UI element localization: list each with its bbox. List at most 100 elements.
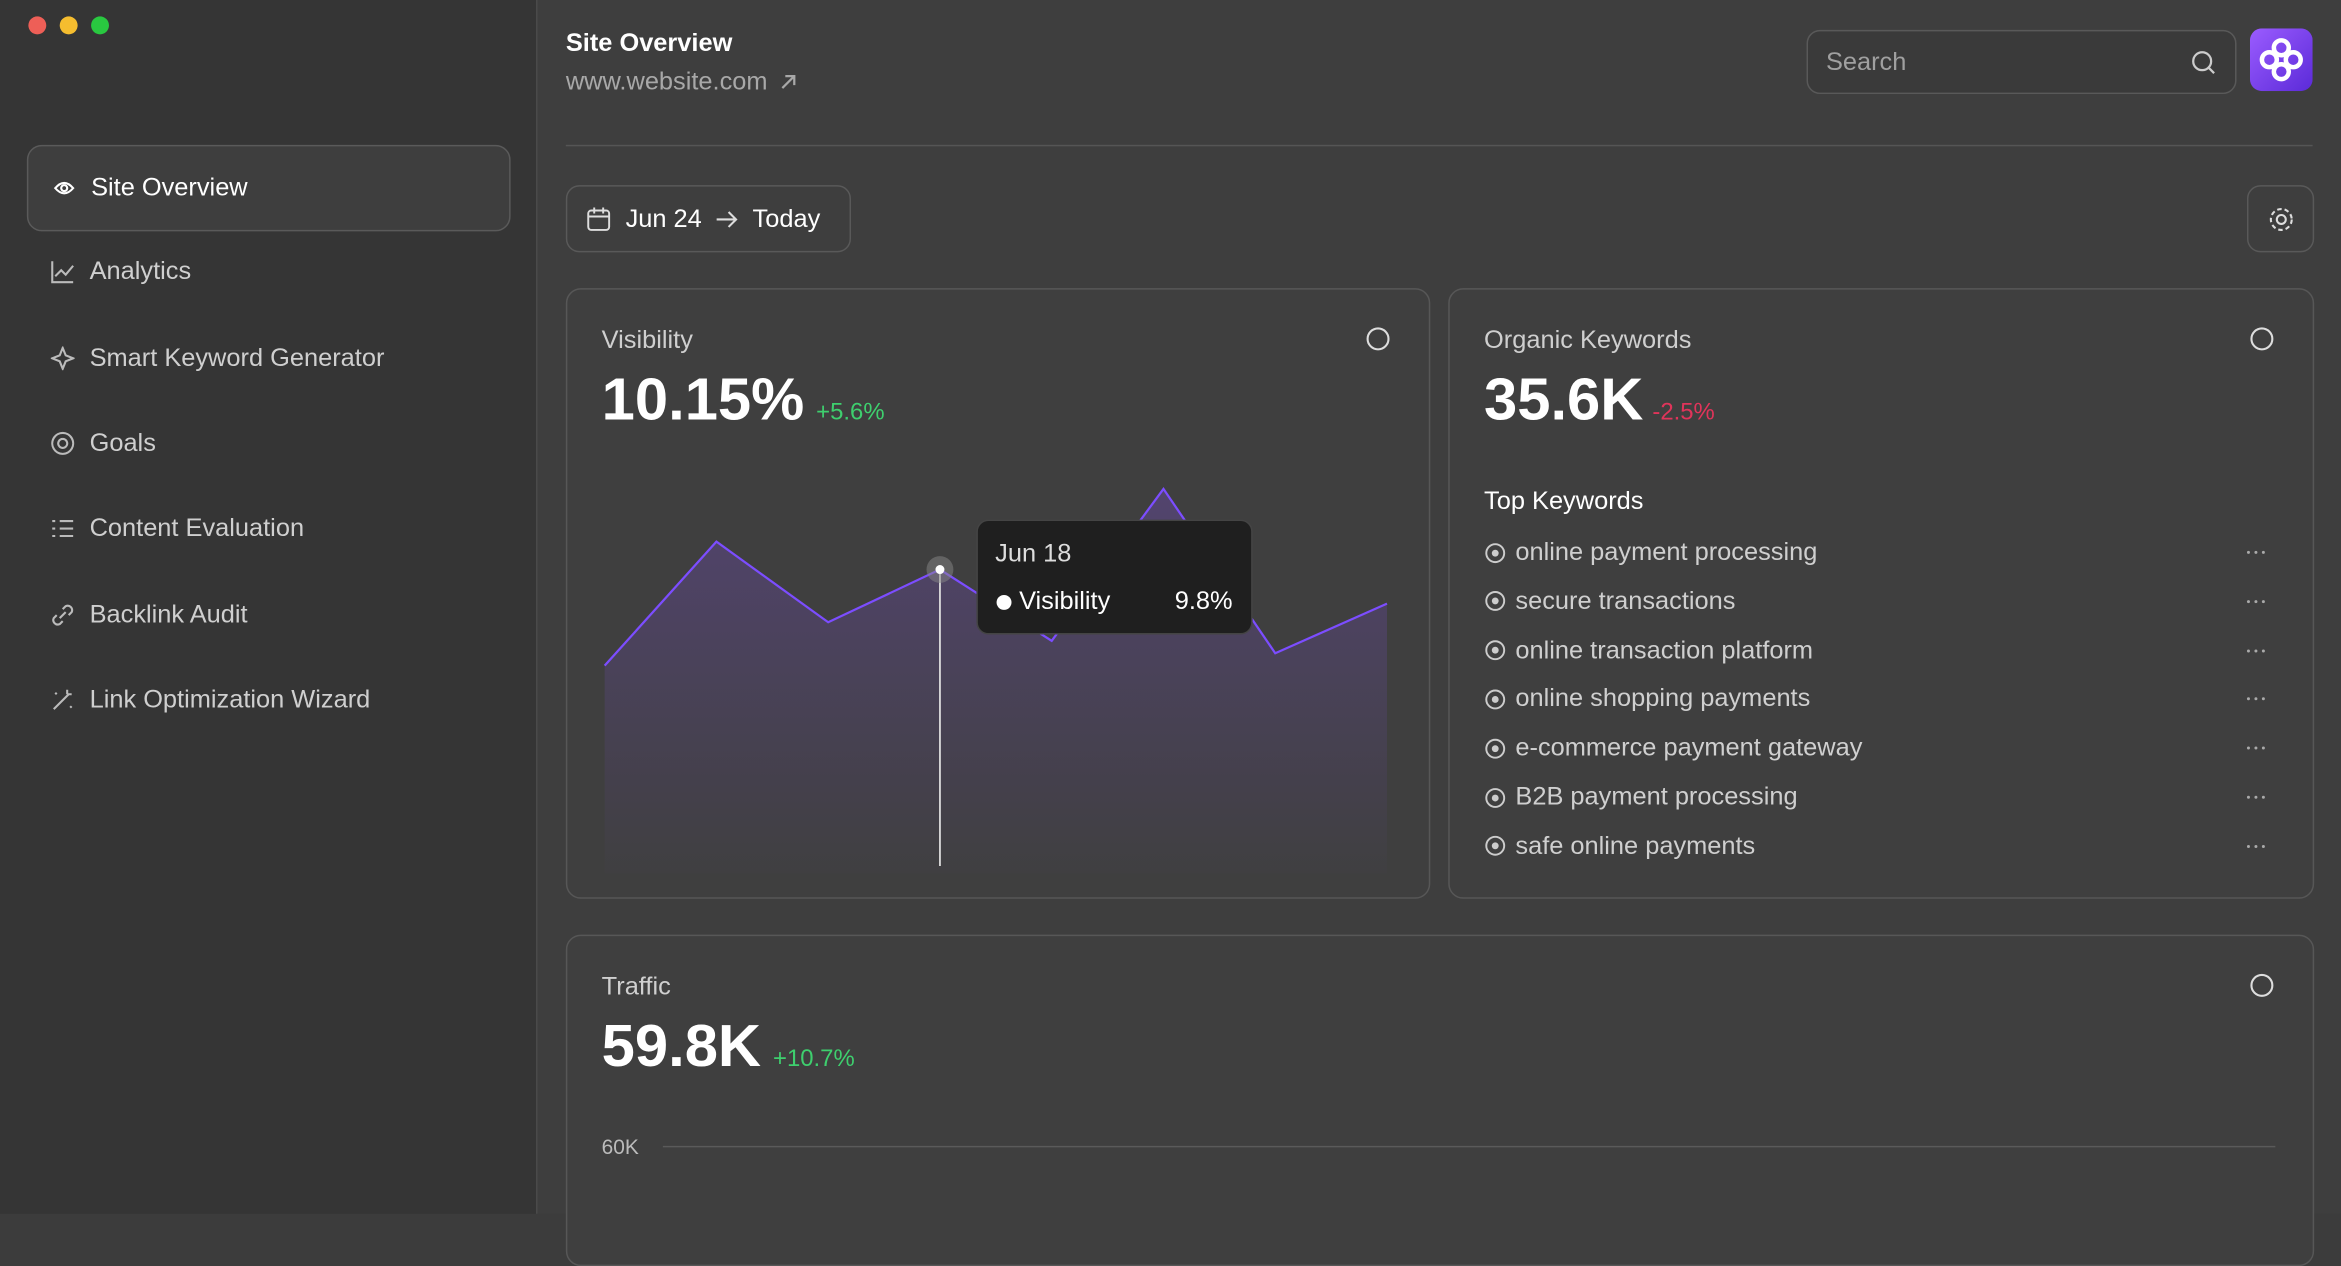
- nav-label[interactable]: Backlink Audit: [89, 599, 248, 628]
- metric-value: 59.8K: [601, 1013, 762, 1080]
- nav-icon-path: [52, 520, 74, 538]
- more-dot: [2261, 599, 2265, 603]
- nav-label[interactable]: Goals: [89, 428, 156, 457]
- nav-icon-path: [52, 603, 74, 625]
- calendar-icon: [587, 206, 611, 231]
- more-dot: [2254, 599, 2258, 603]
- more-button[interactable]: [2245, 598, 2266, 604]
- nav-icon: [52, 603, 74, 625]
- keyword-row[interactable]: online transaction platform: [1484, 635, 2275, 665]
- nav-item[interactable]: Backlink Audit: [27, 573, 508, 657]
- keyword-icon: [1485, 542, 1506, 563]
- page: Site Overview Analytics Smart Keyword Gene…: [26, 0, 2315, 1266]
- more-dot: [2261, 844, 2265, 848]
- external-icon: [781, 75, 796, 89]
- more-dot: [2254, 648, 2258, 652]
- tooltip-series-name: Visibility: [1019, 587, 1111, 616]
- card-title: Organic Keywords: [1484, 325, 1692, 354]
- keyword[interactable]: B2B payment processing: [1515, 782, 1798, 811]
- more-dot: [2261, 795, 2265, 799]
- keyword-icon: [1485, 689, 1506, 710]
- search-box[interactable]: Search: [1806, 29, 2237, 95]
- list-title: Top Keywords: [1484, 486, 1644, 516]
- metric: 10.15% +5.6%: [602, 367, 885, 434]
- nav-label[interactable]: Link Optimization Wizard: [89, 684, 371, 714]
- card-title: Visibility: [601, 325, 693, 354]
- gear-icon: [2269, 207, 2293, 231]
- keyword-icon: [1485, 591, 1506, 612]
- app-logo[interactable]: [2249, 28, 2313, 92]
- dot: [1491, 793, 1499, 801]
- more-dot: [2246, 599, 2250, 603]
- more-button[interactable]: [2245, 745, 2266, 751]
- metric-change: +10.7%: [773, 1046, 855, 1072]
- more-dot: [2261, 648, 2265, 652]
- keyword[interactable]: online shopping payments: [1515, 684, 1811, 713]
- keyword-row[interactable]: e-commerce payment gateway: [1484, 733, 2275, 763]
- more-dot: [2246, 648, 2250, 652]
- ring: [1485, 738, 1506, 759]
- more-button[interactable]: [2245, 549, 2266, 555]
- metric: 35.6K -2.5%: [1484, 367, 1715, 434]
- keyword-icon: [1485, 836, 1506, 857]
- ring: [1485, 591, 1506, 612]
- dot: [1491, 597, 1499, 605]
- keywords-card: [1448, 288, 2315, 899]
- nav-label[interactable]: Content Evaluation: [89, 513, 305, 543]
- keyword[interactable]: safe online payments: [1515, 831, 1756, 860]
- keyword-row[interactable]: online shopping payments: [1484, 684, 2275, 714]
- ring: [1485, 640, 1506, 661]
- keyword-icon: [1485, 738, 1506, 759]
- app-window: Site Overview Analytics Smart Keyword Gene…: [26, 0, 2315, 1266]
- site-url[interactable]: www.website.com: [565, 67, 768, 96]
- nav-icon: [51, 431, 75, 455]
- nav-item[interactable]: Goals: [27, 401, 508, 485]
- nav-icon: [53, 181, 75, 195]
- ring: [1485, 836, 1506, 857]
- keyword-row[interactable]: B2B payment processing: [1484, 782, 2275, 812]
- more-button[interactable]: [2245, 696, 2266, 702]
- keyword[interactable]: secure transactions: [1515, 586, 1736, 615]
- more-dot: [2254, 746, 2258, 750]
- more-button[interactable]: [2245, 647, 2266, 653]
- keyword-icon: [1485, 640, 1506, 661]
- nav-item[interactable]: Smart Keyword Generator: [27, 316, 508, 400]
- nav-icon: [50, 345, 75, 370]
- date-from: Jun 24: [625, 203, 702, 233]
- site-link[interactable]: www.website.com: [566, 67, 798, 97]
- nav-icon-path: [53, 689, 73, 710]
- more-button[interactable]: [2245, 843, 2266, 849]
- date-to: Today: [752, 203, 821, 233]
- keyword[interactable]: e-commerce payment gateway: [1515, 733, 1863, 762]
- settings-button[interactable]: [2246, 185, 2315, 253]
- tooltip: Jun 18 Visibility 9.8%: [975, 520, 1252, 636]
- nav-item[interactable]: Content Evaluation: [27, 487, 508, 571]
- nav-item[interactable]: Link Optimization Wizard: [27, 658, 508, 742]
- nav-item[interactable]: Site Overview: [26, 144, 511, 232]
- ring: [1485, 542, 1506, 563]
- nav-icon-path: [51, 261, 74, 284]
- metric-change: +5.6%: [816, 400, 885, 426]
- nav-icon: [52, 520, 74, 538]
- nav-icon-path: [51, 431, 75, 455]
- tooltip-series: Visibility: [995, 587, 1110, 617]
- date-range-button[interactable]: Jun 24 Today: [565, 185, 852, 253]
- keyword-row[interactable]: online payment processing: [1484, 537, 2275, 567]
- window-controls[interactable]: [27, 15, 117, 36]
- nav-label[interactable]: Smart Keyword Generator: [89, 342, 385, 372]
- ring: [1485, 689, 1506, 710]
- arrow-icon: [716, 210, 738, 227]
- keyword[interactable]: online payment processing: [1515, 537, 1818, 566]
- traffic-card: [565, 934, 2315, 1266]
- metric: 59.8K +10.7%: [602, 1014, 855, 1081]
- keyword[interactable]: online transaction platform: [1515, 635, 1814, 664]
- nav-label[interactable]: Site Overview: [91, 173, 248, 202]
- nav-item[interactable]: Analytics: [27, 230, 508, 314]
- more-dot: [2261, 697, 2265, 701]
- keyword-row[interactable]: safe online payments: [1484, 831, 2275, 861]
- nav-label[interactable]: Analytics: [89, 257, 192, 286]
- more-dot: [2261, 746, 2265, 750]
- keyword-row[interactable]: secure transactions: [1484, 586, 2275, 616]
- more-button[interactable]: [2245, 794, 2266, 800]
- more-dot: [2254, 550, 2258, 554]
